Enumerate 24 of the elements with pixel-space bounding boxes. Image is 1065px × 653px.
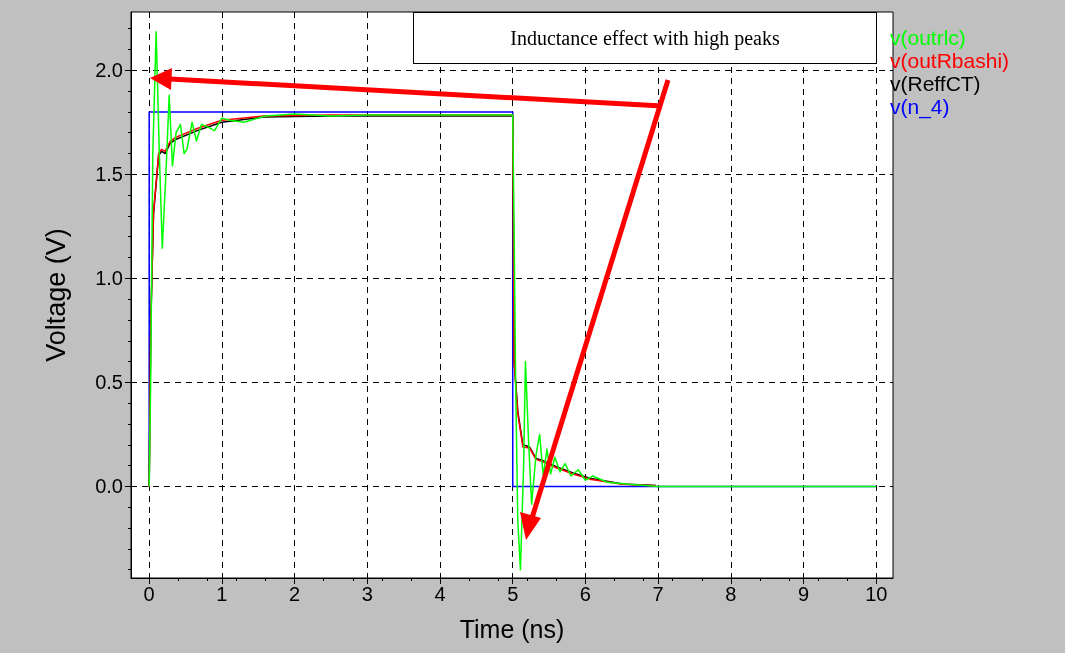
- text: v(n_4): [890, 95, 950, 119]
- x-tick-label: 0: [143, 583, 155, 605]
- text-box: Inductance effect with high peaks: [413, 12, 877, 64]
- y-tick-label: 2.0: [95, 59, 123, 82]
- x-tick-label: 1: [216, 583, 228, 605]
- x-tick-label: 8: [725, 583, 737, 605]
- x-tick-label: 7: [652, 583, 664, 605]
- x-tick-label: 5: [507, 583, 519, 605]
- text: v(outRbashi): [890, 49, 1010, 72]
- x-tick-label: 6: [579, 583, 591, 605]
- x-tick-label: 3: [361, 583, 373, 605]
- annotation: Inductance effect with high peaks: [510, 26, 780, 50]
- text: v(outrlc): [890, 26, 966, 49]
- y-tick-label: 0.0: [95, 475, 123, 498]
- x-tick-label: 10: [865, 583, 888, 605]
- text: v(ReffCT): [890, 72, 981, 95]
- x-tick-label: 9: [798, 583, 810, 605]
- y-axis-title: Voltage (V): [40, 228, 71, 362]
- x-tick-label: 4: [434, 583, 446, 605]
- x-tick-label: 2: [289, 583, 301, 605]
- y-tick-label: 0.5: [95, 371, 123, 394]
- x-axis-title: Time (ns): [459, 614, 565, 643]
- y-tick-label: 1.0: [95, 267, 123, 290]
- y-tick-label: 1.5: [95, 163, 123, 186]
